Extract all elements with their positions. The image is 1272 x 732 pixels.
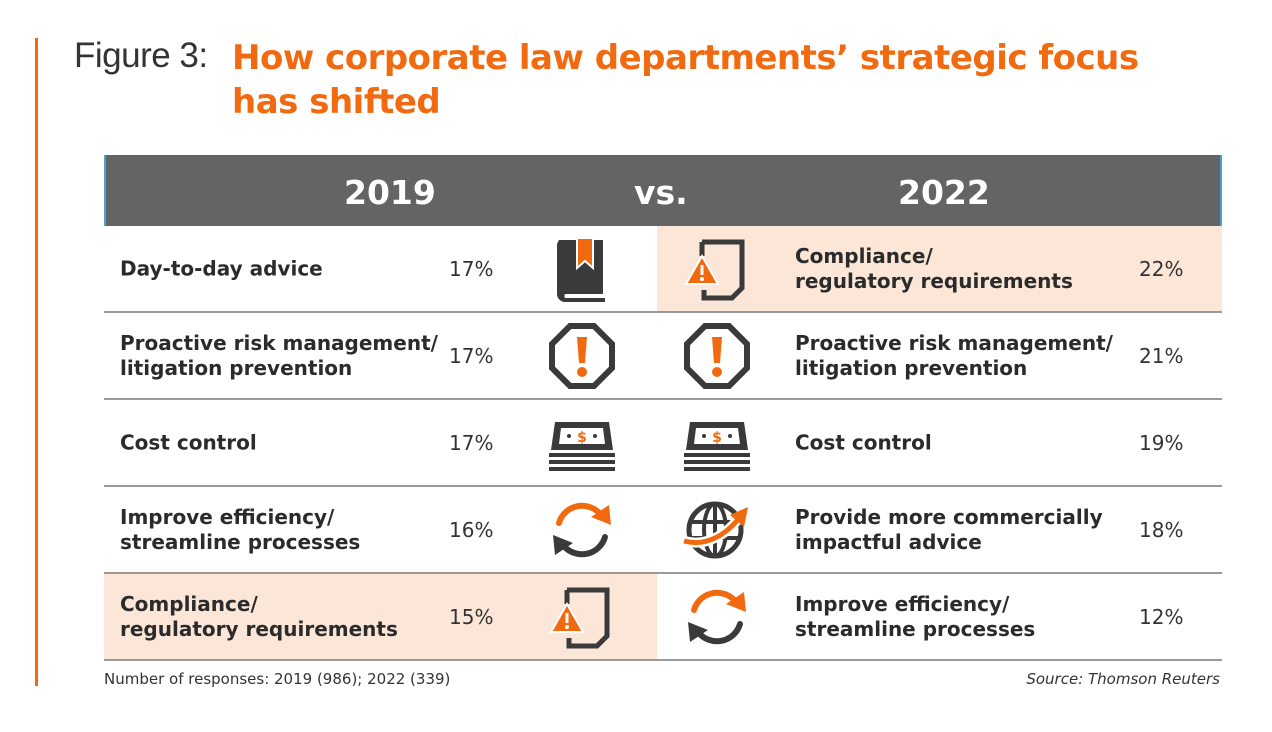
money-stack-icon: $ bbox=[547, 408, 617, 478]
refresh-arrows-icon bbox=[682, 582, 752, 652]
figure-label: Figure 3: bbox=[74, 36, 208, 75]
octagon-alert-icon bbox=[547, 321, 617, 391]
table-header: 2019 vs. 2022 bbox=[104, 155, 1222, 226]
table-row: Improve efficiency/ streamline processes… bbox=[104, 487, 1222, 574]
refresh-arrows-icon bbox=[547, 495, 617, 565]
document-warning-icon bbox=[682, 234, 752, 304]
pct-2022: 18% bbox=[1139, 517, 1184, 542]
label-2022: Compliance/ regulatory requirements bbox=[795, 243, 1073, 293]
accent-bar bbox=[35, 38, 38, 686]
label-2019: Day-to-day advice bbox=[120, 256, 323, 280]
table-row: Compliance/ regulatory requirements 15% Im… bbox=[104, 574, 1222, 661]
pct-2019: 17% bbox=[449, 256, 494, 281]
responses-note: Number of responses: 2019 (986); 2022 (3… bbox=[104, 670, 451, 688]
document-warning-icon bbox=[547, 582, 617, 652]
pct-2019: 16% bbox=[449, 517, 494, 542]
comparison-table: 2019 vs. 2022 Day-to-day advice 17% Compli… bbox=[104, 155, 1222, 661]
globe-arrow-icon bbox=[682, 495, 752, 565]
money-stack-icon: $ bbox=[682, 408, 752, 478]
header-2022: 2022 bbox=[898, 173, 990, 212]
label-2019: Compliance/ regulatory requirements bbox=[120, 591, 398, 641]
pct-2022: 22% bbox=[1139, 256, 1184, 281]
pct-2022: 19% bbox=[1139, 430, 1184, 455]
header-2019: 2019 bbox=[344, 173, 436, 212]
label-2022: Cost control bbox=[795, 430, 932, 454]
table-row: Proactive risk management/ litigation pr… bbox=[104, 313, 1222, 400]
table-row: Cost control 17% $ $ Cost control 19% bbox=[104, 400, 1222, 487]
pct-2019: 15% bbox=[449, 604, 494, 629]
pct-2022: 21% bbox=[1139, 343, 1184, 368]
label-2019: Improve efficiency/ streamline processes bbox=[120, 504, 361, 554]
highlight-cell bbox=[657, 226, 1222, 311]
pct-2019: 17% bbox=[449, 430, 494, 455]
header-vs: vs. bbox=[634, 173, 688, 212]
label-2019: Proactive risk management/ litigation pr… bbox=[120, 330, 438, 380]
source-note: Source: Thomson Reuters bbox=[1026, 670, 1220, 688]
pct-2022: 12% bbox=[1139, 604, 1184, 629]
svg-text:$: $ bbox=[577, 430, 587, 446]
figure-title: How corporate law departments’ strategic… bbox=[232, 38, 1139, 122]
label-2022: Proactive risk management/ litigation pr… bbox=[795, 330, 1113, 380]
label-2019: Cost control bbox=[120, 430, 257, 454]
pct-2019: 17% bbox=[449, 343, 494, 368]
label-2022: Improve efficiency/ streamline processes bbox=[795, 591, 1036, 641]
svg-text:$: $ bbox=[712, 430, 722, 446]
label-2022: Provide more commercially impactful advi… bbox=[795, 504, 1103, 554]
book-bookmark-icon bbox=[547, 234, 617, 304]
octagon-alert-icon bbox=[682, 321, 752, 391]
table-row: Day-to-day advice 17% Compliance/ regulato… bbox=[104, 226, 1222, 313]
